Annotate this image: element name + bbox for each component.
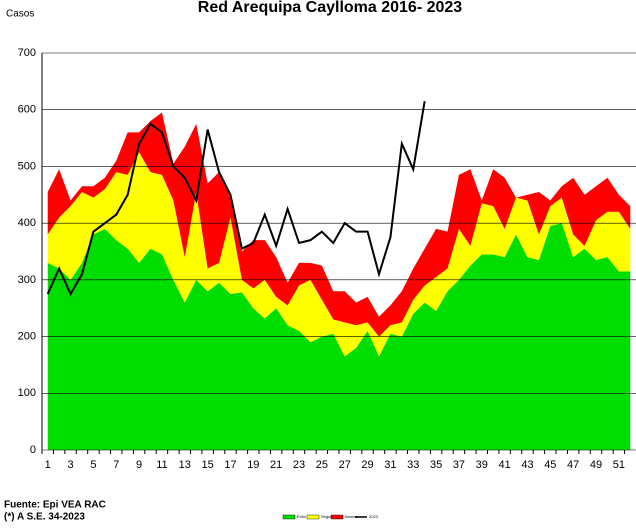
chart-title: Red Arequipa Caylloma 2016- 2023 <box>198 0 463 16</box>
note: (*) A S.E. 34-2023 <box>4 512 85 523</box>
y-axis-label: Casos <box>6 9 34 20</box>
x-tick-label: 9 <box>136 459 142 471</box>
x-tick-label: 23 <box>293 459 305 471</box>
x-tick-label: 35 <box>430 459 442 471</box>
x-tick-label: 21 <box>270 459 282 471</box>
y-tick-label: 600 <box>18 104 36 116</box>
line <box>46 101 426 297</box>
y-tick-label: 0 <box>30 444 36 456</box>
y-tick-label: 300 <box>18 274 36 286</box>
legend-label: Éxito <box>297 514 307 519</box>
x-tick-label: 17 <box>224 459 236 471</box>
x-tick-label: 39 <box>476 459 488 471</box>
x-tick-label: 51 <box>613 459 625 471</box>
y-tick-label: 500 <box>18 160 36 172</box>
legend-label: Alarma <box>345 514 358 519</box>
x-tick-label: 1 <box>45 459 51 471</box>
x-tick-label: 25 <box>316 459 328 471</box>
x-tick-label: 31 <box>384 459 396 471</box>
x-tick-label: 19 <box>247 459 259 471</box>
x-tick-label: 41 <box>499 459 511 471</box>
x-tick-label: 37 <box>453 459 465 471</box>
x-tick-label: 47 <box>567 459 579 471</box>
x-tick-label: 45 <box>544 459 556 471</box>
x-tick-label: 3 <box>67 459 73 471</box>
x-tick-label: 15 <box>202 459 214 471</box>
x-tick-label: 49 <box>590 459 602 471</box>
source: Fuente: Epi VEA RAC <box>4 500 106 511</box>
x-tick-label: 13 <box>179 459 191 471</box>
area <box>47 112 631 337</box>
y-tick-label: 100 <box>18 387 36 399</box>
y-tick-label: 200 <box>18 330 36 342</box>
x-tick-label: 5 <box>90 459 96 471</box>
legend-label: 2023 <box>369 514 379 519</box>
legend-swatch <box>306 514 320 520</box>
legend-swatch <box>282 514 296 520</box>
x-tick-label: 33 <box>407 459 419 471</box>
y-tick-label: 700 <box>18 47 36 59</box>
x-tick-label: 27 <box>339 459 351 471</box>
legend-label: Seguridad <box>321 514 339 519</box>
x-tick-label: 7 <box>113 459 119 471</box>
x-tick-label: 29 <box>361 459 373 471</box>
area <box>47 152 631 357</box>
y-tick-label: 400 <box>18 217 36 229</box>
legend-swatch <box>330 514 344 520</box>
x-tick-label: 43 <box>521 459 533 471</box>
x-tick-label: 11 <box>156 459 167 471</box>
